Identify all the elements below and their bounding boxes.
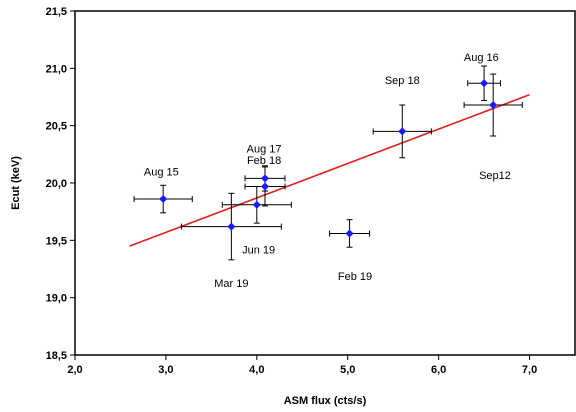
x-tick-label: 7,0 [522,364,537,376]
x-tick-label: 6,0 [431,364,446,376]
data-point [252,200,261,209]
y-axis-title: Ecut (keV) [10,156,22,210]
point-annotation: Aug 17 [247,144,282,156]
x-tick-label: 5,0 [340,364,355,376]
data-point [261,182,269,191]
data-point [480,79,489,88]
data-point [227,222,236,231]
data-point [398,127,407,136]
point-annotation: Sep 18 [385,75,420,87]
point-annotation: Jun 19 [242,245,275,257]
y-tick-label: 19,5 [46,235,67,247]
x-axis-title: ASM flux (cts/s) [284,395,367,407]
point-annotation: Feb 19 [338,271,372,283]
y-tick-label: 21,0 [46,63,67,75]
fit-line-group [129,93,530,247]
x-tick-label: 4,0 [249,364,264,376]
plot-area [74,10,576,356]
y-tick-label: 20,5 [46,121,67,133]
point-annotation: Feb 18 [247,155,281,167]
data-point [489,101,498,110]
y-tick-label: 18,5 [46,350,67,362]
data-point [159,195,168,204]
data-point [345,229,354,238]
point-annotation: Mar 19 [214,278,248,290]
y-tick-label: 20,0 [46,178,67,190]
x-axis-ticks: 2,0 3,0 4,0 5,0 6,0 7,0 [67,355,537,376]
data-points [159,79,498,238]
point-annotation: Aug 16 [464,52,499,64]
y-tick-label: 19,0 [46,293,67,305]
point-annotation: Sep12 [479,170,511,182]
fit-line [129,93,530,247]
data-point [261,174,269,183]
x-tick-label: 2,0 [67,364,82,376]
y-axis-ticks: 18,5 19,0 19,5 20,0 20,5 21,0 21,5 [46,6,75,362]
point-annotation: Aug 15 [144,167,179,179]
x-tick-label: 3,0 [158,364,173,376]
y-tick-label: 21,5 [46,6,67,18]
